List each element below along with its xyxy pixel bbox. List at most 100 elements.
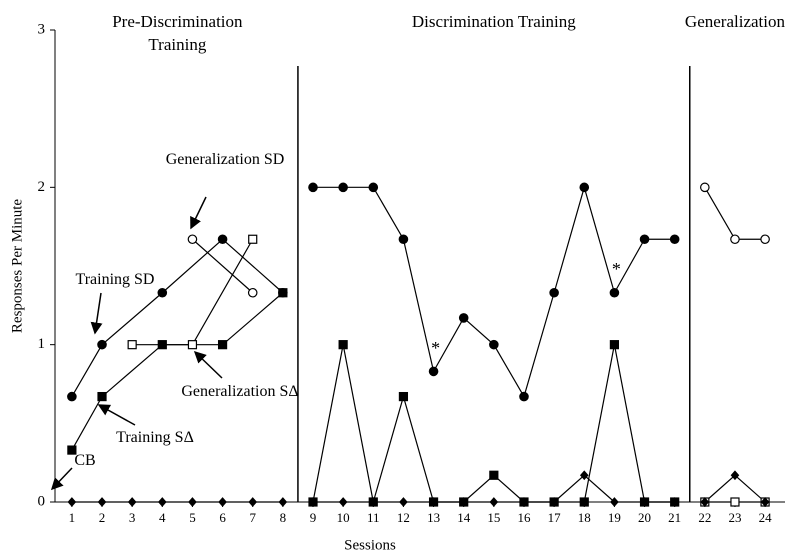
marker xyxy=(247,287,258,298)
marker xyxy=(639,234,650,245)
marker xyxy=(760,234,770,245)
marker xyxy=(429,497,438,507)
marker xyxy=(700,182,710,193)
marker xyxy=(187,340,198,350)
marker xyxy=(127,497,137,507)
x-tick-label: 12 xyxy=(397,510,410,525)
x-tick-label: 16 xyxy=(517,510,531,525)
marker xyxy=(489,470,499,480)
x-tick-label: 15 xyxy=(487,510,500,525)
marker xyxy=(610,497,619,507)
x-tick-label: 7 xyxy=(249,510,256,525)
label-arrow xyxy=(90,292,103,335)
x-tick-label: 18 xyxy=(578,510,591,525)
annotation: * xyxy=(431,338,440,358)
marker xyxy=(127,340,137,350)
x-tick-label: 2 xyxy=(99,510,106,525)
x-tick-label: 10 xyxy=(337,510,350,525)
marker xyxy=(157,287,168,298)
y-tick-label: 0 xyxy=(38,493,46,509)
series-label: Generalization SΔ xyxy=(181,383,299,400)
marker xyxy=(609,340,620,350)
marker xyxy=(368,497,378,507)
marker xyxy=(700,497,710,507)
x-tick-label: 11 xyxy=(367,510,380,525)
marker xyxy=(458,313,469,323)
marker xyxy=(338,340,348,350)
x-tick-label: 22 xyxy=(698,510,711,525)
marker xyxy=(158,497,167,507)
marker xyxy=(670,497,679,507)
marker xyxy=(97,497,107,507)
phase-label: Discrimination Training xyxy=(411,12,576,31)
label-arrow xyxy=(97,404,136,426)
y-tick-label: 1 xyxy=(38,336,46,352)
x-tick-label: 14 xyxy=(457,510,471,525)
marker xyxy=(398,391,409,402)
marker xyxy=(187,234,198,245)
series-label: CB xyxy=(74,452,96,469)
marker xyxy=(549,287,559,298)
x-tick-label: 23 xyxy=(728,510,741,525)
x-tick-label: 3 xyxy=(129,510,136,525)
series-label: Generalization SD xyxy=(165,151,285,168)
series-line xyxy=(132,238,766,503)
x-tick-label: 4 xyxy=(159,510,166,525)
phase-label: Pre-Discrimination Training xyxy=(112,12,243,54)
x-tick-label: 17 xyxy=(548,510,562,525)
marker xyxy=(67,445,77,455)
marker xyxy=(640,497,649,507)
y-axis-label: Responses Per Minute xyxy=(9,199,25,334)
phase-label: Generalization xyxy=(684,12,785,31)
label-arrow xyxy=(193,350,223,379)
marker xyxy=(730,234,740,245)
x-axis-label: Sessions xyxy=(344,537,396,553)
label-arrow xyxy=(190,196,207,230)
marker xyxy=(338,497,348,507)
marker xyxy=(218,497,227,507)
marker xyxy=(579,182,590,193)
label-arrow xyxy=(50,467,73,491)
series-label: Training SΔ xyxy=(116,429,194,446)
series-label: Training SD xyxy=(75,271,155,288)
x-tick-label: 21 xyxy=(668,510,681,525)
marker xyxy=(730,470,740,481)
marker xyxy=(519,391,529,402)
marker xyxy=(549,497,559,507)
marker xyxy=(579,470,589,481)
marker xyxy=(157,340,167,350)
x-tick-label: 5 xyxy=(189,510,196,525)
marker xyxy=(489,339,499,350)
marker xyxy=(217,340,228,350)
marker xyxy=(338,182,348,193)
marker xyxy=(248,234,258,244)
x-tick-label: 13 xyxy=(427,510,440,525)
marker xyxy=(217,234,228,245)
marker xyxy=(760,497,770,507)
marker xyxy=(669,234,680,245)
marker xyxy=(489,497,499,507)
marker xyxy=(248,497,258,507)
marker xyxy=(308,497,318,507)
marker xyxy=(579,497,589,507)
x-tick-label: 24 xyxy=(759,510,773,525)
marker xyxy=(459,497,469,507)
y-tick-label: 2 xyxy=(38,179,46,195)
marker xyxy=(97,391,107,402)
x-tick-label: 1 xyxy=(69,510,76,525)
x-tick-label: 9 xyxy=(310,510,317,525)
marker xyxy=(278,497,288,507)
annotation: * xyxy=(612,259,621,279)
marker xyxy=(609,287,620,298)
marker xyxy=(399,497,408,507)
marker xyxy=(368,182,379,193)
marker xyxy=(308,182,318,193)
x-tick-label: 6 xyxy=(219,510,226,525)
marker xyxy=(97,339,107,350)
x-tick-label: 20 xyxy=(638,510,651,525)
series-line xyxy=(71,474,766,503)
marker xyxy=(730,497,740,507)
x-tick-label: 19 xyxy=(608,510,621,525)
marker xyxy=(428,366,439,377)
